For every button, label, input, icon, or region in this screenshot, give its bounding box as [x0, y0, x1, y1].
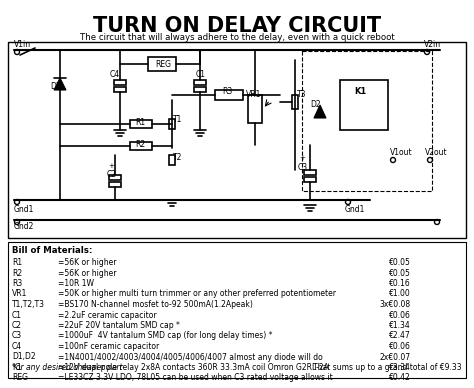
Bar [114, 87, 126, 92]
Text: €3.34: €3.34 [389, 363, 411, 372]
Text: €0.06: €0.06 [389, 342, 411, 351]
Text: T1: T1 [173, 115, 182, 124]
Text: K1: K1 [354, 87, 366, 96]
Text: Gnd2: Gnd2 [14, 222, 35, 231]
Text: Bill of Materials:: Bill of Materials: [12, 246, 92, 255]
Text: =1000uF  4V tantalum SMD cap (for long delay times) *: =1000uF 4V tantalum SMD cap (for long de… [58, 331, 273, 341]
Bar [148, 57, 176, 71]
Text: VR1: VR1 [246, 90, 261, 99]
Bar [8, 42, 466, 238]
Text: €1.00: €1.00 [389, 289, 411, 298]
Text: €2.47: €2.47 [389, 331, 411, 341]
Text: V2out: V2out [425, 148, 447, 157]
Text: T3: T3 [297, 90, 307, 99]
Bar [194, 87, 206, 92]
Text: R2: R2 [12, 268, 22, 277]
Text: =LE33CZ 3.3V LDO, 78L05 can be used when C3 rated voltage allows it: =LE33CZ 3.3V LDO, 78L05 can be used when… [58, 374, 333, 383]
Text: The circuit that will always adhere to the delay, even with a quick reboot: The circuit that will always adhere to t… [80, 33, 394, 42]
Text: =10R 1W: =10R 1W [58, 279, 94, 288]
Bar [169, 119, 175, 129]
Text: =2.2uF ceramic capacitor: =2.2uF ceramic capacitor [58, 310, 156, 319]
Text: R3: R3 [222, 87, 232, 96]
Bar [215, 90, 243, 100]
Text: =50K or higher multi turn trimmer or any other preferred potentiometer: =50K or higher multi turn trimmer or any… [58, 289, 336, 298]
Text: T1,T2,T3: T1,T2,T3 [12, 300, 45, 309]
Text: D1,D2: D1,D2 [12, 353, 36, 362]
Text: C3: C3 [12, 331, 22, 341]
Text: C4: C4 [110, 70, 120, 79]
Text: D2: D2 [50, 82, 61, 91]
Text: €0.05: €0.05 [389, 268, 411, 277]
Bar [130, 120, 152, 128]
Text: =56K or higher: =56K or higher [58, 268, 117, 277]
Text: T2: T2 [173, 153, 182, 162]
Text: €0.05: €0.05 [389, 258, 411, 267]
Bar [340, 80, 388, 130]
Text: C1: C1 [12, 310, 22, 319]
Text: REG: REG [155, 60, 171, 69]
Text: +: + [108, 163, 114, 169]
Text: =22uF 20V tantalum SMD cap *: =22uF 20V tantalum SMD cap * [58, 321, 180, 330]
Text: VR1: VR1 [12, 289, 27, 298]
Text: =100nF ceramic capacitor: =100nF ceramic capacitor [58, 342, 159, 351]
Text: *or any desired cheaper part: *or any desired cheaper part [12, 363, 122, 372]
Bar [304, 177, 316, 182]
Bar [304, 170, 316, 175]
Text: That sums up to a grand total of €9.33: That sums up to a grand total of €9.33 [313, 363, 462, 372]
Bar [114, 80, 126, 85]
Text: €0.06: €0.06 [389, 310, 411, 319]
Text: Gnd1: Gnd1 [345, 205, 365, 214]
Text: R1: R1 [12, 258, 22, 267]
Text: V1out: V1out [390, 148, 413, 157]
Text: C4: C4 [12, 342, 22, 351]
Bar [194, 80, 206, 85]
Bar [169, 155, 175, 165]
Text: C1: C1 [196, 70, 206, 79]
Text: =56K or higher: =56K or higher [58, 258, 117, 267]
Text: REG: REG [12, 374, 28, 383]
Bar [130, 142, 152, 150]
Text: TURN ON DELAY CIRCUIT: TURN ON DELAY CIRCUIT [93, 16, 381, 36]
Text: K1: K1 [12, 363, 22, 372]
Bar [8, 242, 466, 378]
Bar [248, 95, 262, 123]
Text: =1N4001/4002/4003/4004/4005/4006/4007 almost any diode will do: =1N4001/4002/4003/4004/4005/4006/4007 al… [58, 353, 323, 362]
Bar [292, 95, 298, 109]
Text: D2: D2 [310, 100, 320, 109]
Text: =12V dual pole relay 2x8A contacts 360R 33.3mA coil Omron G2RL-2A: =12V dual pole relay 2x8A contacts 360R … [58, 363, 329, 372]
Polygon shape [54, 78, 66, 90]
Bar [109, 175, 121, 180]
Bar [302, 51, 432, 191]
Text: 3x€0.08: 3x€0.08 [380, 300, 411, 309]
Text: R3: R3 [12, 279, 22, 288]
Polygon shape [314, 105, 326, 118]
Text: R1: R1 [135, 118, 145, 127]
Text: C3: C3 [298, 163, 308, 172]
Text: V2in: V2in [424, 40, 441, 49]
Text: C2: C2 [107, 170, 117, 179]
Text: R2: R2 [135, 140, 145, 149]
Text: C2: C2 [12, 321, 22, 330]
Text: +: + [299, 155, 305, 161]
Text: 2x€0.07: 2x€0.07 [380, 353, 411, 362]
Text: €1.34: €1.34 [389, 321, 411, 330]
Bar [109, 182, 121, 187]
Text: €0.16: €0.16 [389, 279, 411, 288]
Text: V1in: V1in [14, 40, 31, 49]
Text: €0.42: €0.42 [389, 374, 411, 383]
Text: Gnd1: Gnd1 [14, 205, 35, 214]
Text: =BS170 N-channel mosfet to-92 500mA(1.2Apeak): =BS170 N-channel mosfet to-92 500mA(1.2A… [58, 300, 253, 309]
